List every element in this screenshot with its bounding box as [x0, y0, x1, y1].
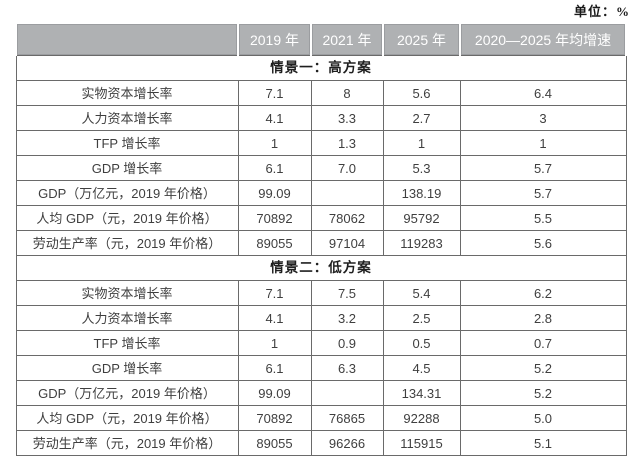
data-table: 2019 年 2021 年 2025 年 2020—2025 年均增速 情景一：…	[15, 22, 627, 456]
value-cell: 89055	[237, 430, 312, 456]
value-cell: 1	[237, 130, 312, 156]
value-cell: 2.5	[382, 305, 461, 331]
table-row: 劳动生产率（元，2019 年价格） 89055 96266 115915 5.1	[15, 430, 627, 456]
value-cell: 5.6	[382, 80, 461, 106]
value-cell: 5.7	[459, 180, 627, 206]
row-label: 人力资本增长率	[15, 305, 239, 331]
row-label: 实物资本增长率	[15, 80, 239, 106]
value-cell: 5.6	[459, 230, 627, 256]
value-cell: 5.7	[459, 155, 627, 181]
value-cell: 134.31	[382, 380, 461, 406]
table-row: 人力资本增长率 4.1 3.3 2.7 3	[15, 105, 627, 131]
row-label: GDP（万亿元，2019 年价格）	[15, 180, 239, 206]
value-cell: 7.5	[310, 280, 384, 306]
section-header-row-1: 情景一：高方案	[15, 55, 627, 81]
table-row: 劳动生产率（元，2019 年价格） 89055 97104 119283 5.6	[15, 230, 627, 256]
value-cell: 115915	[382, 430, 461, 456]
value-cell: 119283	[382, 230, 461, 256]
row-label: 人均 GDP（元，2019 年价格）	[15, 205, 239, 231]
header-row: 2019 年 2021 年 2025 年 2020—2025 年均增速	[15, 22, 627, 56]
value-cell: 4.1	[237, 305, 312, 331]
table-row: GDP（万亿元，2019 年价格） 99.09 134.31 5.2	[15, 380, 627, 406]
table-row: TFP 增长率 1 1.3 1 1	[15, 130, 627, 156]
section-header-row-2: 情景二：低方案	[15, 255, 627, 281]
table-row: 实物资本增长率 7.1 7.5 5.4 6.2	[15, 280, 627, 306]
table-row: GDP（万亿元，2019 年价格） 99.09 138.19 5.7	[15, 180, 627, 206]
value-cell: 0.7	[459, 330, 627, 356]
table-row: 人均 GDP（元，2019 年价格） 70892 76865 92288 5.0	[15, 405, 627, 431]
value-cell: 99.09	[237, 380, 312, 406]
value-cell: 2.7	[382, 105, 461, 131]
value-cell: 3.3	[310, 105, 384, 131]
value-cell: 3	[459, 105, 627, 131]
value-cell: 0.5	[382, 330, 461, 356]
table-row: 人均 GDP（元，2019 年价格） 70892 78062 95792 5.5	[15, 205, 627, 231]
row-label: 人力资本增长率	[15, 105, 239, 131]
value-cell: 96266	[310, 430, 384, 456]
value-cell: 6.1	[237, 155, 312, 181]
value-cell: 5.3	[382, 155, 461, 181]
value-cell	[310, 180, 384, 206]
row-label: 劳动生产率（元，2019 年价格）	[15, 230, 239, 256]
table-row: GDP 增长率 6.1 6.3 4.5 5.2	[15, 355, 627, 381]
table-row: 实物资本增长率 7.1 8 5.6 6.4	[15, 80, 627, 106]
value-cell: 78062	[310, 205, 384, 231]
value-cell: 5.2	[459, 355, 627, 381]
value-cell: 1	[237, 330, 312, 356]
header-cell-2019: 2019 年	[237, 22, 312, 56]
value-cell: 97104	[310, 230, 384, 256]
value-cell: 5.2	[459, 380, 627, 406]
row-label: GDP（万亿元，2019 年价格）	[15, 380, 239, 406]
row-label: 劳动生产率（元，2019 年价格）	[15, 430, 239, 456]
section-title: 情景一：高方案	[15, 55, 627, 81]
value-cell: 70892	[237, 205, 312, 231]
value-cell: 7.0	[310, 155, 384, 181]
row-label: TFP 增长率	[15, 330, 239, 356]
header-cell-2025: 2025 年	[382, 22, 461, 56]
value-cell: 6.2	[459, 280, 627, 306]
header-cell-2021: 2021 年	[310, 22, 384, 56]
value-cell: 8	[310, 80, 384, 106]
value-cell: 2.8	[459, 305, 627, 331]
value-cell: 7.1	[237, 280, 312, 306]
value-cell: 1	[459, 130, 627, 156]
row-label: GDP 增长率	[15, 155, 239, 181]
value-cell: 4.5	[382, 355, 461, 381]
value-cell: 5.0	[459, 405, 627, 431]
value-cell	[310, 380, 384, 406]
row-label: GDP 增长率	[15, 355, 239, 381]
value-cell: 76865	[310, 405, 384, 431]
value-cell: 1	[382, 130, 461, 156]
value-cell: 4.1	[237, 105, 312, 131]
table-row: GDP 增长率 6.1 7.0 5.3 5.7	[15, 155, 627, 181]
value-cell: 99.09	[237, 180, 312, 206]
value-cell: 138.19	[382, 180, 461, 206]
header-cell-empty	[15, 22, 239, 56]
section-title: 情景二：低方案	[15, 255, 627, 281]
unit-note: 单位：%	[573, 4, 630, 19]
row-label: 人均 GDP（元，2019 年价格）	[15, 405, 239, 431]
value-cell: 92288	[382, 405, 461, 431]
value-cell: 6.1	[237, 355, 312, 381]
value-cell: 5.4	[382, 280, 461, 306]
value-cell: 0.9	[310, 330, 384, 356]
value-cell: 1.3	[310, 130, 384, 156]
header-cell-avg-growth: 2020—2025 年均增速	[459, 22, 627, 56]
table-row: 人力资本增长率 4.1 3.2 2.5 2.8	[15, 305, 627, 331]
value-cell: 6.4	[459, 80, 627, 106]
value-cell: 7.1	[237, 80, 312, 106]
value-cell: 6.3	[310, 355, 384, 381]
value-cell: 5.5	[459, 205, 627, 231]
row-label: TFP 增长率	[15, 130, 239, 156]
table-row: TFP 增长率 1 0.9 0.5 0.7	[15, 330, 627, 356]
value-cell: 95792	[382, 205, 461, 231]
value-cell: 70892	[237, 405, 312, 431]
value-cell: 5.1	[459, 430, 627, 456]
value-cell: 3.2	[310, 305, 384, 331]
value-cell: 89055	[237, 230, 312, 256]
row-label: 实物资本增长率	[15, 280, 239, 306]
